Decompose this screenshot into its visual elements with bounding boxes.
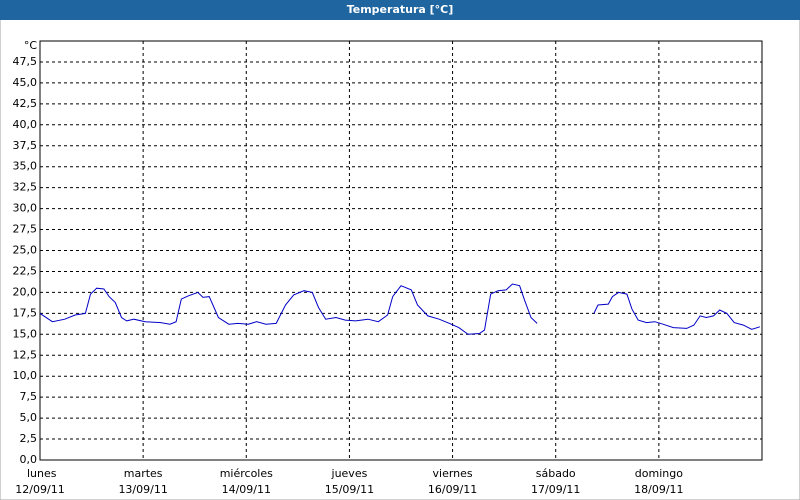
y-tick-label: 22,5 [13,264,38,277]
x-tick-label: martes [124,467,163,480]
x-tick-date: 15/09/11 [325,483,374,496]
y-unit: °C [24,39,38,52]
x-tick-label: domingo [635,467,683,480]
y-tick-label: 35,0 [13,160,38,173]
x-tick-date: 18/09/11 [634,483,683,496]
x-tick-label: miércoles [220,467,273,480]
y-tick-label: 15,0 [13,327,38,340]
y-tick-label: 47,5 [13,55,38,68]
y-tick-label: 17,5 [13,306,38,319]
y-tick-label: 32,5 [13,181,38,194]
x-tick-date: 12/09/11 [15,483,64,496]
y-tick-label: 0,0 [20,453,38,466]
y-tick-label: 30,0 [13,202,38,215]
y-tick-label: 42,5 [13,97,38,110]
x-tick-label: jueves [331,467,368,480]
y-tick-label: 2,5 [20,432,38,445]
y-tick-label: 45,0 [13,76,38,89]
y-tick-label: 7,5 [20,390,38,403]
y-tick-label: 10,0 [13,369,38,382]
y-tick-label: 27,5 [13,223,38,236]
x-tick-date: 16/09/11 [428,483,477,496]
y-tick-label: 5,0 [20,411,38,424]
y-tick-label: 20,0 [13,285,38,298]
y-tick-label: 25,0 [13,244,38,257]
x-tick-date: 13/09/11 [118,483,167,496]
x-tick-label: viernes [433,467,473,480]
x-tick-date: 14/09/11 [222,483,271,496]
temperature-line [39,283,761,335]
x-tick-label: sábado [536,467,576,480]
y-tick-label: 40,0 [13,118,38,131]
title-bar [0,0,800,20]
y-tick-label: 12,5 [13,348,38,361]
x-tick-date: 17/09/11 [531,483,580,496]
y-tick-label: 37,5 [13,139,38,152]
chart-title: Temperatura [°C] [347,3,454,16]
x-tick-label: lunes [27,467,57,480]
